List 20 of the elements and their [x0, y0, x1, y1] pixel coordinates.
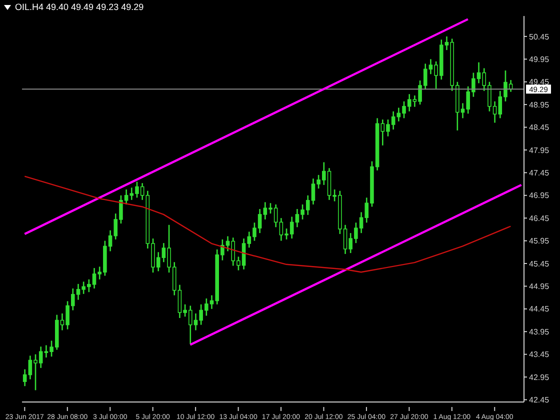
y-tick-label: 46.45	[529, 214, 550, 223]
y-tick-label: 50.45	[529, 32, 550, 42]
y-tick-label: 46.95	[529, 191, 550, 200]
y-tick-label: 48.45	[529, 123, 550, 132]
y-tick-label: 42.95	[529, 372, 550, 382]
y-tick-label: 42.45	[529, 396, 550, 405]
y-tick-label: 48.95	[529, 100, 550, 110]
chart-title: OIL.H4 49.40 49.49 49.23 49.29	[15, 2, 144, 12]
y-tick-label: 47.95	[529, 146, 550, 155]
y-tick-label: 43.95	[529, 327, 550, 336]
y-tick-label: 44.45	[529, 304, 550, 314]
y-tick-label: 49.45	[529, 78, 550, 87]
y-tick-label: 47.45	[529, 168, 550, 178]
line-series	[24, 176, 512, 273]
y-tick-label: 45.45	[529, 259, 550, 268]
y-tick-label: 43.45	[529, 350, 550, 360]
candlestick	[22, 368, 27, 387]
y-tick-label: 45.95	[529, 236, 550, 246]
y-tick-label: 49.95	[529, 54, 550, 64]
y-tick-label: 44.95	[529, 282, 550, 292]
